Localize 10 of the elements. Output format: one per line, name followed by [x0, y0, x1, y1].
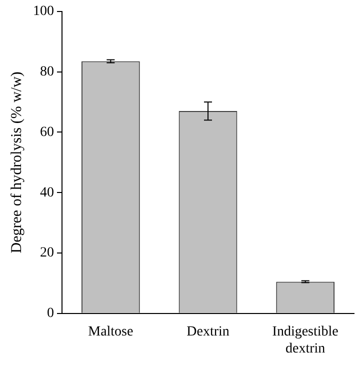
y-tick-label: 100: [33, 4, 54, 20]
x-tick-label: Dextrin: [186, 324, 230, 340]
y-tick-label: 20: [40, 246, 54, 261]
y-tick-label: 60: [40, 124, 54, 140]
y-tick-label: 80: [40, 64, 54, 80]
y-tick-label: 0: [47, 306, 54, 322]
y-axis-title: Degree of hydrolysis (% w/w): [8, 72, 25, 254]
x-tick-label: Indigestible dextrin: [272, 324, 338, 356]
y-tick-label: 40: [40, 185, 54, 200]
x-tick-label: Maltose: [88, 324, 134, 340]
